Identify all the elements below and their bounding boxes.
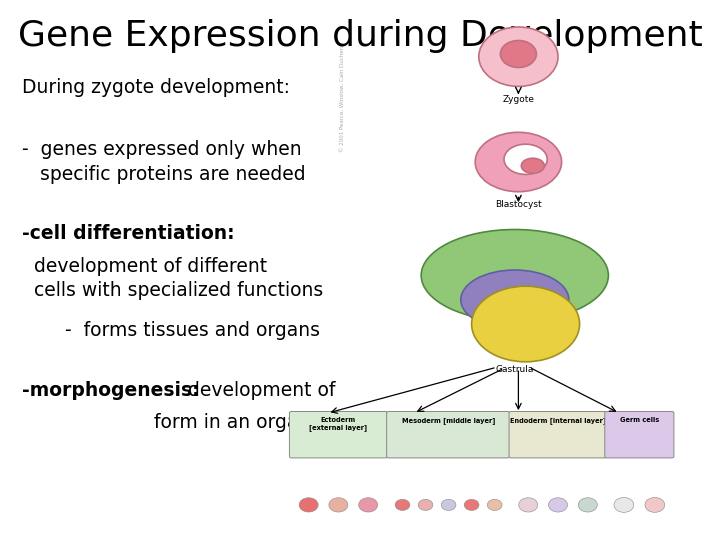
FancyBboxPatch shape: [387, 411, 510, 458]
Circle shape: [329, 498, 348, 512]
Circle shape: [299, 498, 318, 512]
Circle shape: [614, 497, 634, 512]
Text: Gastrula: Gastrula: [495, 364, 534, 374]
Text: © 2001 Pearce, Winslow, Cain Ducheral: © 2001 Pearce, Winslow, Cain Ducheral: [340, 42, 344, 152]
FancyBboxPatch shape: [509, 411, 607, 458]
Ellipse shape: [500, 40, 536, 68]
Text: Mesoderm [middle layer]: Mesoderm [middle layer]: [402, 417, 495, 424]
Circle shape: [359, 498, 378, 512]
Circle shape: [578, 498, 598, 512]
Ellipse shape: [479, 27, 558, 86]
Text: Blastocyst: Blastocyst: [495, 200, 541, 209]
Text: -cell differentiation:: -cell differentiation:: [22, 224, 234, 243]
Circle shape: [518, 498, 538, 512]
Ellipse shape: [475, 132, 562, 192]
Circle shape: [395, 500, 410, 510]
Circle shape: [549, 498, 567, 512]
Text: Ectoderm
[external layer]: Ectoderm [external layer]: [310, 417, 367, 431]
Text: -  forms tissues and organs: - forms tissues and organs: [65, 321, 320, 340]
Text: During zygote development:: During zygote development:: [22, 78, 289, 97]
Text: -  genes expressed only when
   specific proteins are needed: - genes expressed only when specific pro…: [22, 140, 305, 184]
Circle shape: [441, 500, 456, 510]
Text: -morphogenesis:: -morphogenesis:: [22, 381, 199, 400]
Circle shape: [487, 500, 502, 510]
Ellipse shape: [472, 286, 580, 362]
Ellipse shape: [421, 230, 608, 321]
FancyBboxPatch shape: [289, 411, 387, 458]
Text: development of different
  cells with specialized functions: development of different cells with spec…: [22, 256, 323, 300]
Ellipse shape: [504, 144, 547, 174]
Text: Germ cells: Germ cells: [620, 417, 659, 423]
Text: Zygote: Zygote: [503, 94, 534, 104]
Ellipse shape: [521, 158, 544, 173]
Circle shape: [645, 497, 665, 512]
Text: Gene Expression during Development: Gene Expression during Development: [17, 19, 703, 53]
Ellipse shape: [461, 270, 569, 329]
Text: development of: development of: [176, 381, 336, 400]
Text: form in an organism: form in an organism: [22, 413, 343, 432]
FancyBboxPatch shape: [605, 411, 674, 458]
Circle shape: [418, 500, 433, 510]
Circle shape: [464, 500, 479, 510]
Text: Endoderm [internal layer]: Endoderm [internal layer]: [510, 417, 606, 424]
